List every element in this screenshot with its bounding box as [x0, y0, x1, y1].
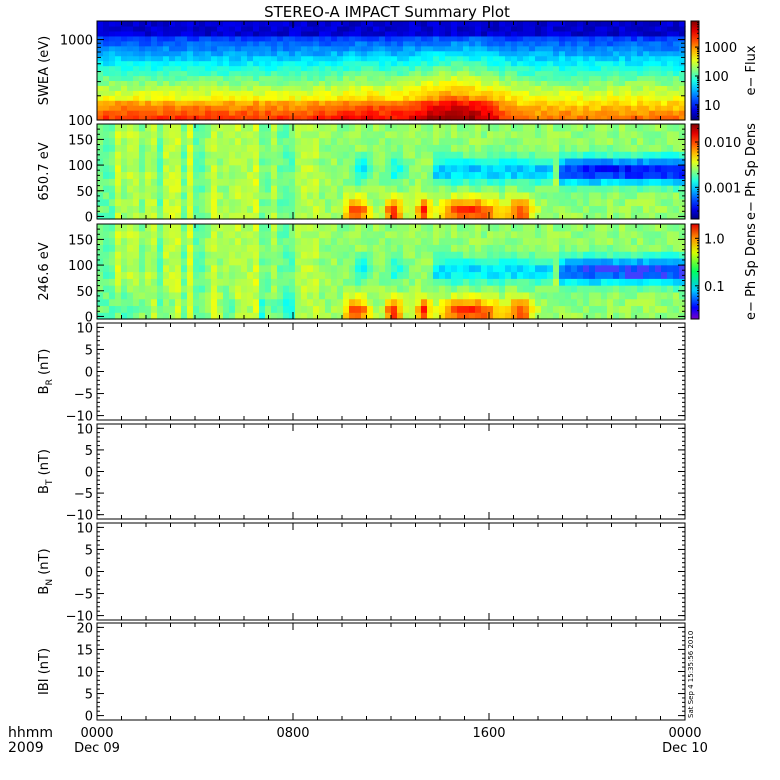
ytick-label-pad650: 0	[85, 210, 93, 225]
ytick-label-bmag: 15	[76, 643, 93, 658]
colorbar-pad246: 0.1 1.0 e− Ph Sp Dens	[690, 223, 759, 320]
panel-pad246: 0 50 100 150 246.6 eV 0.1 1.0 e− Ph Sp Dens	[37, 223, 759, 326]
ytick-label-bn: −5	[74, 588, 93, 603]
ytick-label-pad246: 100	[68, 259, 93, 274]
ytick-label-pad650: 100	[68, 159, 93, 174]
spectrogram-swea	[97, 21, 686, 121]
ytick-label-pad246: 0	[85, 310, 93, 325]
ytick-label-br: 0	[85, 366, 93, 381]
spectrogram-pad650	[97, 124, 686, 220]
ylabel-bn: BN (nT)	[37, 548, 55, 594]
ytick-label-bt: 0	[85, 466, 93, 481]
ytick-label-bt: −10	[66, 509, 93, 524]
ylabel-pad246: 246.6 eV	[37, 242, 52, 300]
panel-swea: 100 1000 SWEA (eV) 10 100 1000 e− Flux	[37, 20, 759, 129]
ylabel-bt: BT (nT)	[37, 449, 55, 494]
panel-pad650: 0 50 100 150 650.7 eV 0.001 0.010 e− Ph Sp Dens	[37, 123, 759, 226]
ylabel-bmag: IBI (nT)	[37, 648, 52, 695]
colorbar-swea: 10 100 1000 e− Flux	[690, 20, 759, 121]
ytick-label-bmag: 5	[85, 688, 93, 703]
ytick-label-br: −10	[66, 410, 93, 425]
colorbar-label-pad246: e− Ph Sp Dens	[744, 223, 759, 320]
panel-bmag: 0 5 10 15 20 IBI (nT)	[37, 621, 686, 725]
panel-frame-br	[96, 322, 686, 421]
ytick-label-pad650: 150	[68, 133, 93, 148]
colorbar-tick-label: 0.001	[704, 181, 741, 196]
ytick-label-bt: 5	[85, 444, 93, 459]
colorbar-tick-label: 100	[704, 70, 729, 85]
colorbar-label-swea: e− Flux	[744, 45, 759, 95]
ytick-label-pad246: 50	[76, 285, 93, 300]
colorbar-label-pad650: e− Ph Sp Dens	[744, 123, 759, 220]
xtick-label: 1600	[472, 726, 505, 741]
xtick-label: 0000	[80, 726, 113, 741]
panel-frame-bmag	[96, 622, 686, 721]
ytick-label-bn: 10	[76, 521, 93, 536]
ylabel-br: BR (nT)	[37, 349, 55, 395]
ytick-label-br: 5	[85, 343, 93, 358]
spectrogram-pad246	[97, 224, 686, 320]
ytick-label-br: 10	[76, 321, 93, 336]
ytick-label-bt: 10	[76, 422, 93, 437]
timestamp-label: Sat Sep 4 15:35:56 2010	[687, 631, 695, 718]
ylabel-pad650: 650.7 eV	[37, 142, 52, 200]
panel-bn: −10 −5 0 5 10 BN (nT)	[37, 521, 686, 625]
colorbar-tick-label: 0.010	[704, 136, 741, 151]
xtick-label: 0800	[276, 726, 309, 741]
ytick-label-swea: 1000	[60, 34, 93, 49]
ytick-label-bn: 0	[85, 566, 93, 581]
ytick-label-swea: 100	[68, 114, 93, 129]
colorbar-pad650: 0.001 0.010 e− Ph Sp Dens	[690, 123, 759, 220]
x-axis-label-year: 2009	[8, 740, 44, 756]
ytick-label-pad650: 50	[76, 185, 93, 200]
panel-frame-bt	[96, 423, 686, 520]
ytick-label-bmag: 0	[85, 710, 93, 725]
colorbar-tick-label: 10	[704, 99, 721, 114]
xtick-date-label: Dec 10	[662, 741, 708, 756]
xtick-label: 0000	[668, 726, 701, 741]
ytick-label-bt: −5	[74, 487, 93, 502]
colorbar-tick-label: 0.1	[704, 280, 725, 295]
xtick-date-label: Dec 09	[74, 741, 120, 756]
ytick-label-br: −5	[74, 388, 93, 403]
panel-bt: −10 −5 0 5 10 BT (nT)	[37, 422, 686, 524]
colorbar-tick-label: 1.0	[704, 232, 725, 247]
chart-title: STEREO-A IMPACT Summary Plot	[264, 3, 510, 21]
ytick-label-bmag: 10	[76, 666, 93, 681]
colorbar-tick-label: 1000	[704, 41, 737, 56]
ylabel-swea: SWEA (eV)	[37, 36, 52, 105]
ytick-label-bmag: 20	[76, 621, 93, 636]
x-axis-label-hhmm: hhmm	[8, 725, 53, 741]
ytick-label-bn: −10	[66, 610, 93, 625]
panel-frame-bn	[96, 522, 686, 621]
panel-br: −10 −5 0 5 10 BR (nT)	[37, 321, 686, 425]
ytick-label-pad246: 150	[68, 233, 93, 248]
ytick-label-bn: 5	[85, 543, 93, 558]
